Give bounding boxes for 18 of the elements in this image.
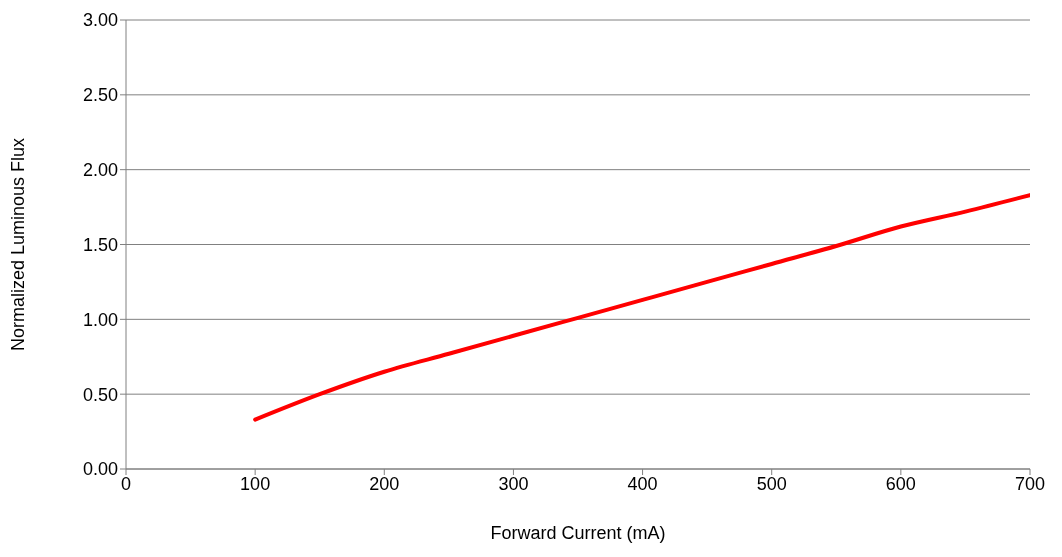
y-tick-label: 0.00 [82,459,118,480]
y-tick-label: 3.00 [82,10,118,31]
y-tick-label: 1.00 [82,309,118,330]
y-tick-label: 1.50 [82,234,118,255]
y-tick-label: 2.00 [82,160,118,181]
line-series [253,193,1030,422]
x-tick-label: 700 [1014,473,1046,494]
x-tick-label: 600 [885,473,916,494]
x-tick-label: 100 [240,473,271,494]
x-axis-title: Forward Current (mA) [490,523,666,543]
y-axis-title: Normalized Luminous Flux [8,137,29,352]
y-tick-label: 0.50 [82,384,118,405]
x-tick-label: 400 [627,473,658,494]
x-tick-label: 0 [120,473,132,494]
x-tick-label: 500 [756,473,787,494]
y-tick-label: 2.50 [82,85,118,106]
x-tick-label: 300 [498,473,529,494]
x-tick-label: 200 [369,473,400,494]
